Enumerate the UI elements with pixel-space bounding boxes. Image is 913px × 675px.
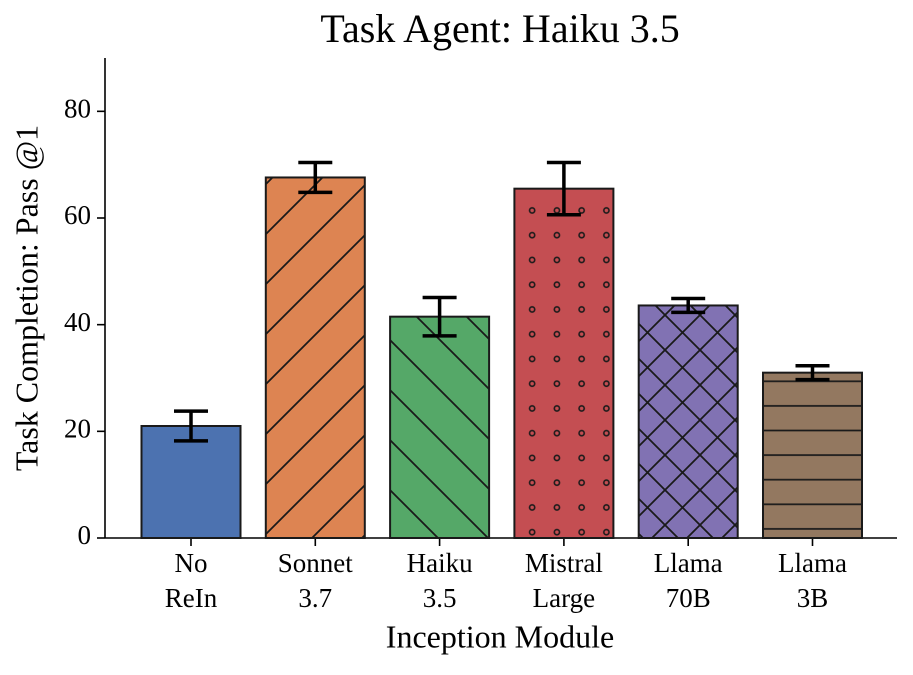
x-tick-label: 3B (797, 583, 829, 613)
bar (141, 426, 241, 538)
x-tick-label: 3.5 (423, 583, 457, 613)
x-tick-label: Llama (654, 548, 723, 578)
bar-hatch (514, 188, 614, 538)
x-axis-label: Inception Module (386, 618, 614, 654)
bar-hatch (638, 305, 738, 538)
x-tick-label: Llama (778, 548, 847, 578)
x-tick-label: Sonnet (278, 548, 354, 578)
x-tick-label: Haiku (407, 548, 473, 578)
y-tick-label: 40 (64, 307, 91, 337)
bar-hatch (763, 372, 862, 538)
y-tick-label: 20 (64, 414, 91, 444)
y-tick-label: 80 (64, 94, 91, 124)
y-axis-label: Task Completion: Pass @1 (8, 125, 44, 471)
x-tick-label: 70B (666, 583, 711, 613)
x-tick-label: No (175, 548, 208, 578)
bar-hatch (390, 316, 490, 538)
y-tick-label: 0 (78, 520, 92, 550)
chart-title: Task Agent: Haiku 3.5 (320, 6, 679, 51)
x-tick-label: ReIn (165, 583, 218, 613)
x-tick-label: Mistral (525, 548, 603, 578)
y-tick-label: 60 (64, 200, 91, 230)
x-tick-label: 3.7 (298, 583, 332, 613)
bar-hatch (265, 177, 365, 538)
x-tick-label: Large (533, 583, 595, 613)
